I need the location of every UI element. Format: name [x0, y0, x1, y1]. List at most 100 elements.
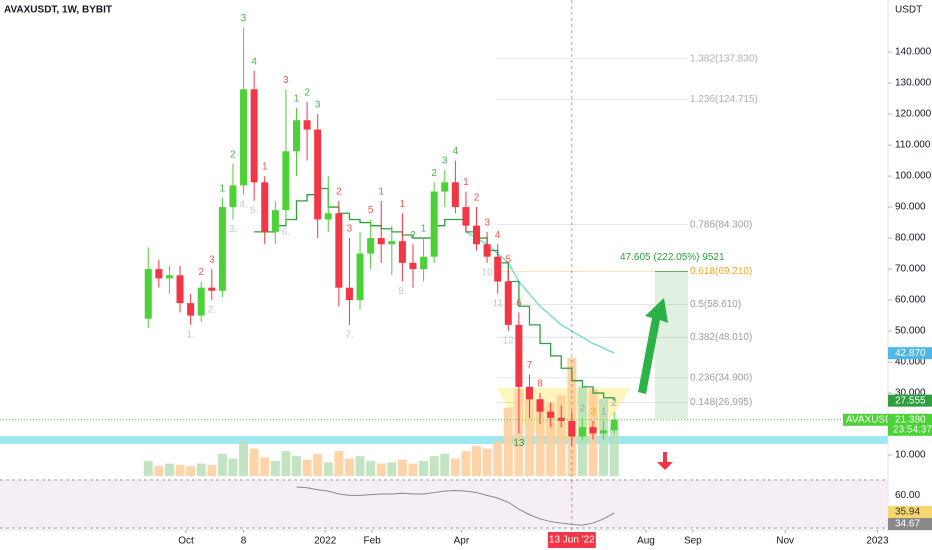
- sequence-label: 3: [442, 156, 448, 167]
- candle-body: [165, 275, 173, 279]
- candle-body: [525, 386, 533, 400]
- candle-body: [420, 256, 428, 270]
- chart-title: AVAXUSDT, 1W, BYBIT: [4, 5, 112, 16]
- candle-body: [218, 207, 226, 291]
- measure-label: 47.605 (222.05%) 9521: [620, 252, 725, 263]
- rsi-tag-label: 34.67: [895, 519, 920, 530]
- x-tick-label: Oct: [178, 536, 194, 547]
- decorations: [0, 298, 888, 529]
- sequence-label: 8.: [398, 286, 406, 297]
- sequence-label: 2: [431, 168, 437, 179]
- candle-body: [388, 241, 396, 245]
- candle-body: [589, 427, 597, 434]
- candle-body: [144, 269, 152, 319]
- volume-bar: [397, 459, 407, 476]
- rsi-line: [296, 486, 615, 526]
- fib-label: 0.618(69.210): [690, 266, 752, 277]
- sequence-label: 1: [601, 407, 607, 418]
- volume-bar: [472, 446, 482, 476]
- x-tick-label: Aug: [637, 536, 655, 547]
- sequence-label: 2: [580, 404, 586, 415]
- volume-bar: [270, 461, 280, 476]
- candle-body: [462, 207, 470, 226]
- volume-bar: [503, 407, 513, 476]
- price-tag: [888, 394, 932, 407]
- candle-body: [345, 287, 353, 301]
- sequence-label: 2.: [208, 305, 216, 316]
- candle-body: [451, 182, 459, 208]
- y-tick-label: 10.000: [895, 450, 926, 461]
- down-arrow: [657, 452, 673, 470]
- volume-bar: [556, 395, 566, 476]
- volume-bar: [228, 458, 238, 476]
- x-tick-label: Feb: [364, 536, 382, 547]
- y-tick-label: 40.000: [895, 357, 926, 368]
- volume-bar: [344, 458, 354, 476]
- volume-bar: [546, 403, 556, 476]
- y-tick-label: 50.000: [895, 326, 926, 337]
- sequence-label: 2: [304, 87, 310, 98]
- candle-body: [176, 275, 184, 304]
- sequence-label: 1: [294, 94, 300, 105]
- sequence-label: 6: [516, 298, 522, 309]
- last-price-name: AVAXUSDT: [846, 414, 898, 425]
- fib-label: 0.786(84.300): [690, 219, 752, 230]
- x-tick-label: 2022: [314, 536, 337, 547]
- y-tick-label: 130.000: [895, 78, 932, 89]
- last-price-label: 21.380: [895, 414, 926, 425]
- sequence-label: 1.: [186, 330, 194, 341]
- x-tick-label: Sep: [684, 536, 702, 547]
- sequence-label: 3: [209, 255, 215, 266]
- x-tick-label: 2023: [866, 536, 889, 547]
- volume-bar: [196, 463, 206, 476]
- fib-label: 1.382(137.830): [690, 53, 758, 64]
- sequence-label: 3: [241, 13, 247, 24]
- volume-bar: [408, 463, 418, 476]
- candle-body: [473, 225, 481, 245]
- candle-body: [335, 213, 343, 288]
- candle-body: [504, 281, 512, 325]
- y-tick-label: 60.000: [895, 295, 926, 306]
- candle-body: [324, 213, 332, 220]
- y-tick-label: 30.000: [895, 388, 926, 399]
- rsi-tick-label: 60.00: [895, 490, 920, 501]
- sequence-label: 2: [198, 267, 204, 278]
- sequence-label: 3: [315, 100, 321, 111]
- sequence-label: 3: [590, 407, 596, 418]
- volume-bar: [419, 461, 429, 476]
- sequence-label: 5.: [250, 206, 258, 217]
- fib-label: 0.5(58.610): [690, 299, 741, 310]
- sequence-label: 13: [513, 438, 525, 449]
- candle-body: [282, 151, 290, 211]
- candle-body: [547, 411, 555, 418]
- volume-bar: [334, 451, 344, 476]
- sequence-label: 5: [368, 205, 374, 216]
- sequence-label: 7: [527, 360, 533, 371]
- y-tick-label: 80.000: [895, 233, 926, 244]
- volume-bar: [609, 426, 619, 476]
- sequence-label: 3: [283, 75, 289, 86]
- volume-bar: [217, 453, 227, 476]
- candle-body: [377, 238, 385, 245]
- rsi-tag-label: 35.94: [895, 507, 920, 518]
- volume-bar: [164, 463, 174, 476]
- sequence-label: 5: [506, 255, 512, 266]
- volume-bar: [535, 401, 545, 476]
- crosshair-tag: [547, 532, 596, 548]
- rsi-tag: [888, 506, 932, 519]
- volume-bar: [376, 463, 386, 476]
- volume-bar: [524, 398, 534, 476]
- candle-body: [240, 89, 248, 186]
- volume-bar: [143, 461, 153, 476]
- axis-unit: USDT: [895, 5, 922, 16]
- sequence-label: 1: [463, 177, 469, 188]
- volume-bar: [323, 462, 333, 476]
- sequence-label: 1: [400, 199, 406, 210]
- price-tag-label: 27.555: [895, 395, 926, 406]
- sequence-label: 4: [453, 146, 459, 157]
- candle-body: [271, 210, 279, 232]
- volume-bar: [281, 451, 291, 476]
- sequence-label: 1: [378, 187, 384, 198]
